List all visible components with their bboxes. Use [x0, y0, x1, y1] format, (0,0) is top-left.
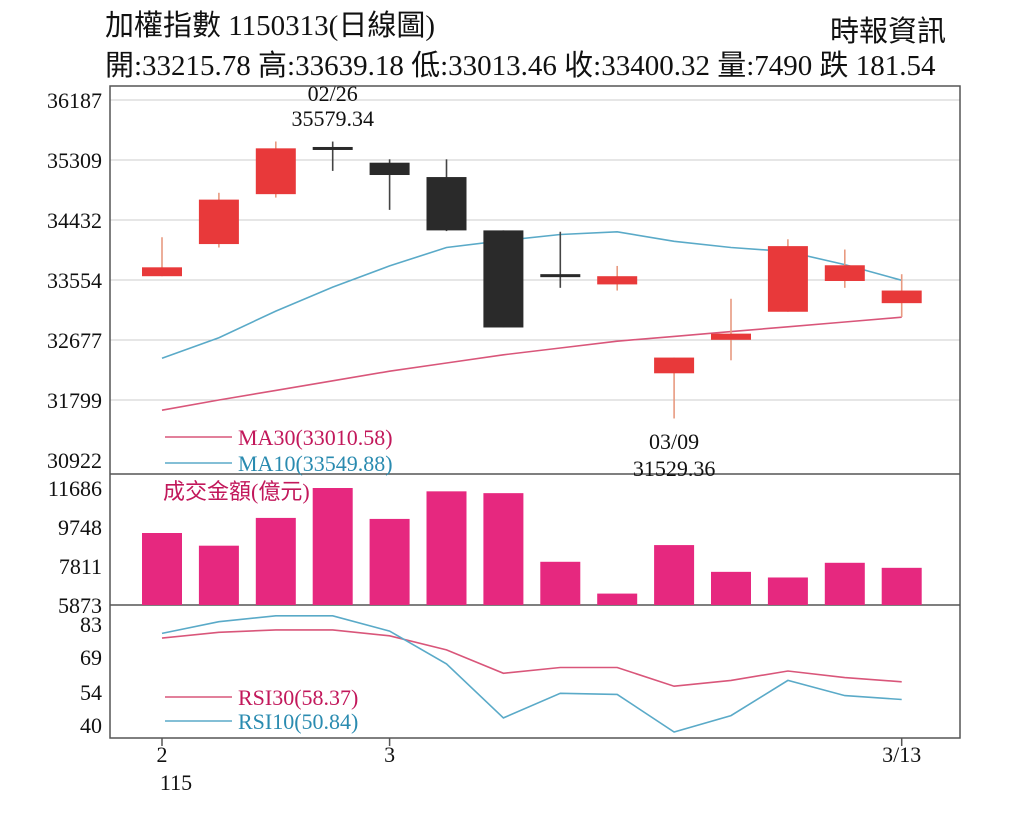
volume-tick-label: 5873	[58, 593, 102, 618]
candle-body	[881, 290, 922, 304]
volume-bar	[426, 491, 467, 605]
plot-border	[109, 85, 961, 739]
chart-title: 加權指數 1150313(日線圖)	[105, 10, 435, 42]
volume-bars	[142, 488, 922, 605]
grid-lines	[110, 99, 960, 401]
volume-bar	[654, 545, 695, 605]
volume-bar	[824, 562, 865, 605]
volume-tick-label: 11686	[48, 476, 102, 501]
price-tick-label: 34432	[47, 208, 102, 233]
candle-body	[711, 333, 751, 340]
rsi-tick-label: 40	[80, 713, 102, 738]
ma30-line	[161, 316, 902, 411]
annotation-high-value: 35579.34	[291, 106, 374, 131]
candle-body	[654, 357, 695, 374]
volume-bar	[597, 593, 638, 605]
rsi-tick-label: 69	[80, 645, 102, 670]
candle-body	[142, 267, 182, 277]
rsi30-legend-label: RSI30(58.37)	[238, 685, 358, 710]
candle-body	[597, 276, 638, 285]
ma30-legend-label: MA30(33010.58)	[238, 425, 393, 450]
price-tick-label: 33554	[47, 268, 102, 293]
candle-body	[426, 177, 467, 231]
x-tick-label: 3	[384, 742, 395, 767]
annotation-high-date: 02/26	[308, 81, 358, 106]
rsi-tick-label: 83	[80, 612, 102, 637]
candle-body	[312, 146, 353, 150]
volume-bar	[767, 577, 808, 605]
candle-body	[198, 199, 239, 245]
volume-bar	[540, 561, 581, 605]
candle-body	[255, 148, 296, 195]
candle-body	[824, 265, 865, 281]
candle-body	[483, 230, 524, 328]
volume-tick-label: 7811	[59, 554, 102, 579]
volume-tick-label: 9748	[58, 515, 102, 540]
x-tick-label: 3/13	[882, 742, 921, 767]
axis-labels: 30922 31799 32677 33554 34432 35309 36187 5873 7…	[47, 81, 921, 795]
volume-bar	[255, 517, 296, 605]
volume-bar	[483, 493, 524, 605]
volume-bar	[369, 518, 410, 605]
x-tick-sublabel: 115	[160, 770, 192, 795]
price-tick-label: 32677	[47, 328, 102, 353]
price-tick-label: 30922	[47, 448, 102, 473]
rsi10-line	[161, 614, 902, 733]
rsi-tick-label: 54	[80, 680, 102, 705]
x-tick-label: 2	[157, 742, 168, 767]
candlesticks	[142, 141, 922, 419]
price-tick-label: 36187	[47, 88, 102, 113]
ma10-legend-label: MA10(33549.88)	[238, 451, 393, 476]
rsi30-line	[161, 629, 902, 688]
volume-bar	[711, 571, 751, 605]
data-source: 時報資訊	[830, 16, 947, 48]
rsi10-legend-label: RSI10(50.84)	[238, 709, 358, 734]
annotation-low-value: 31529.36	[633, 456, 716, 481]
rsi-lines	[161, 614, 902, 733]
volume-bar	[312, 488, 353, 605]
volume-bar	[198, 545, 239, 605]
volume-label: 成交金額(億元)	[163, 479, 310, 504]
price-tick-label: 35309	[47, 148, 102, 173]
candle-body	[540, 274, 581, 278]
chart-frame	[109, 85, 961, 739]
candle-body	[767, 246, 808, 312]
price-summary: 開:33215.78 高:33639.18 低:33013.46 收:33400…	[105, 50, 936, 82]
candle-body	[369, 162, 410, 176]
volume-bar	[142, 533, 182, 605]
price-tick-label: 31799	[47, 388, 102, 413]
volume-bar	[881, 567, 922, 605]
annotation-low-date: 03/09	[649, 429, 699, 454]
